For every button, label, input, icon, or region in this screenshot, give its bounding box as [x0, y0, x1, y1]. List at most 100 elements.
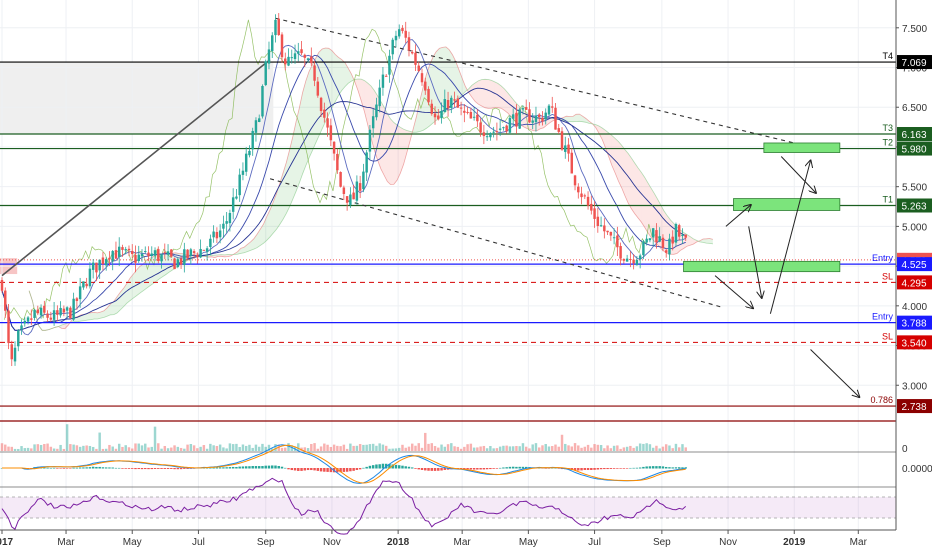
volume-bar: [460, 449, 462, 451]
volume-bar: [235, 444, 237, 451]
volume-bar: [418, 443, 420, 451]
macd-histogram-bar: [128, 468, 130, 469]
candle-body: [434, 113, 436, 117]
candle-body: [349, 195, 351, 205]
candle-body: [584, 195, 586, 196]
volume-bar: [453, 446, 455, 451]
candle-body: [50, 318, 52, 320]
volume-bar: [408, 447, 410, 451]
volume-bar: [518, 446, 520, 451]
macd-histogram-bar: [261, 466, 263, 468]
candle-body: [408, 37, 410, 50]
candle-body: [89, 269, 91, 287]
volume-bar: [177, 447, 179, 451]
macd-histogram-bar: [486, 468, 488, 469]
candle-body: [681, 235, 683, 236]
candle-body: [76, 298, 78, 301]
macd-histogram-bar: [284, 468, 286, 469]
level-price-label-8: 3.540: [901, 338, 926, 349]
volume-bar: [440, 445, 442, 451]
macd-histogram-bar: [50, 468, 52, 469]
macd-histogram-bar: [522, 467, 524, 469]
candle-body: [108, 258, 110, 259]
volume-bar: [320, 446, 322, 451]
macd-histogram-bar: [378, 464, 380, 468]
volume-bar: [242, 444, 244, 451]
candle-body: [53, 310, 55, 320]
macd-histogram-bar: [600, 468, 602, 469]
volume-bar: [40, 445, 42, 451]
candle-body: [675, 224, 677, 243]
cloud-segment: [485, 79, 488, 108]
macd-histogram-bar: [235, 467, 237, 469]
candle-body: [447, 100, 449, 108]
macd-histogram-bar: [649, 466, 651, 468]
cloud-segment: [397, 125, 400, 180]
macd-histogram-bar: [492, 468, 494, 469]
macd-histogram-bar: [69, 468, 71, 469]
macd-histogram-bar: [248, 466, 250, 468]
macd-histogram-bar: [518, 467, 520, 469]
volume-bar: [411, 444, 413, 451]
macd-histogram-bar: [115, 468, 117, 469]
volume-bar: [203, 445, 205, 451]
candle-body: [63, 309, 65, 313]
volume-bar: [427, 444, 429, 451]
candle-body: [388, 56, 390, 75]
cloud-segment: [436, 48, 439, 120]
candle-body: [43, 306, 45, 313]
candle-body: [401, 28, 403, 31]
volume-bar: [554, 445, 556, 451]
macd-histogram-bar: [232, 467, 234, 469]
volume-bar: [375, 446, 377, 451]
cloud-segment: [391, 119, 394, 185]
level-name-7: Entry: [872, 312, 894, 322]
candle-body: [629, 259, 631, 260]
volume-bar: [336, 446, 338, 451]
volume-bar: [486, 448, 488, 451]
cloud-segment: [338, 57, 341, 95]
volume-bar: [359, 444, 361, 451]
volume-bar: [199, 447, 201, 451]
macd-histogram-bar: [154, 468, 156, 469]
macd-histogram-bar: [98, 467, 100, 469]
cloud-segment: [309, 65, 312, 158]
candle-body: [525, 107, 527, 110]
candle-body: [571, 153, 573, 174]
candle-body: [613, 237, 615, 238]
candle-body: [597, 217, 599, 226]
macd-histogram-bar: [167, 468, 169, 469]
candle-body: [538, 115, 540, 117]
cloud-segment: [303, 81, 306, 174]
volume-bar: [372, 444, 374, 451]
macd-histogram-bar: [238, 467, 240, 469]
volume-bar: [225, 448, 227, 451]
candle-body: [196, 255, 198, 257]
cloud-segment: [342, 60, 345, 91]
target-zone-0: [684, 261, 840, 271]
macd-histogram-bar: [365, 467, 367, 469]
volume-bar: [76, 445, 78, 451]
volume-bar: [671, 448, 673, 451]
candle-body: [164, 252, 166, 253]
candle-body: [476, 115, 478, 122]
volume-bar: [89, 446, 91, 451]
volume-bar: [571, 446, 573, 451]
cloud-segment: [146, 258, 149, 288]
candle-body: [313, 65, 315, 80]
volume-bar: [190, 444, 192, 451]
candle-body: [85, 284, 87, 286]
macd-histogram-bar: [82, 467, 84, 468]
candle-body: [199, 249, 201, 257]
macd-histogram-bar: [183, 468, 185, 469]
candle-body: [271, 35, 273, 51]
volume-bar: [56, 449, 58, 451]
volume-bar: [483, 446, 485, 451]
volume-bar: [92, 447, 94, 451]
candle-body: [658, 236, 660, 242]
volume-bar: [66, 424, 68, 451]
macd-histogram-bar: [294, 468, 296, 470]
macd-histogram-bar: [326, 468, 328, 472]
volume-bar: [209, 444, 211, 451]
